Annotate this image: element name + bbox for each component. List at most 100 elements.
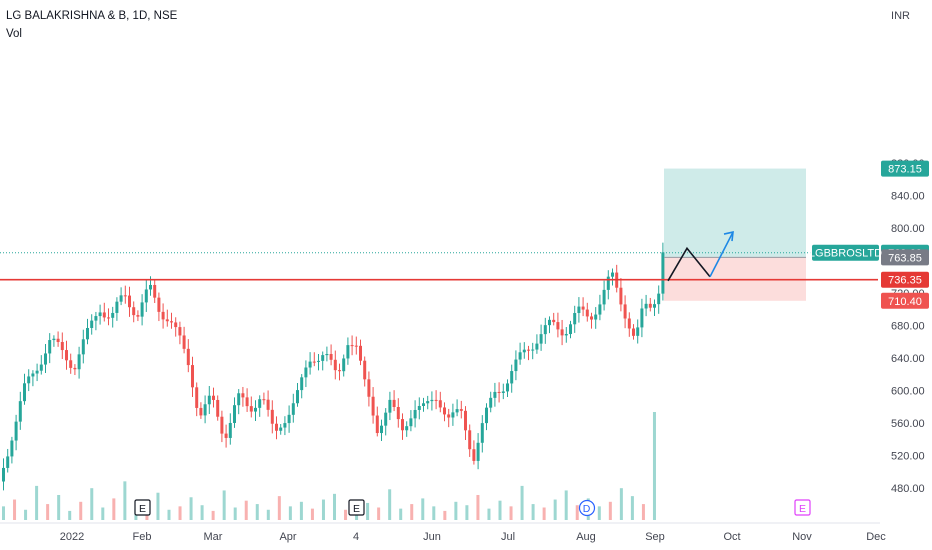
candle-body	[317, 360, 320, 362]
price-label-box	[881, 271, 929, 288]
candle-body	[140, 302, 144, 317]
candle-body	[23, 383, 26, 402]
volume-bar	[520, 485, 524, 520]
candle-body	[296, 390, 299, 404]
candle-body	[241, 393, 245, 398]
candle-body	[291, 403, 295, 415]
earnings-marker	[134, 499, 151, 516]
candle-body	[594, 314, 598, 320]
candle-body	[472, 449, 476, 461]
volume-bar	[476, 494, 480, 520]
candle-body	[304, 367, 308, 378]
volume-bar	[13, 499, 17, 520]
price-axis[interactable]: 480.00520.00560.00600.00640.00680.00720.…	[891, 158, 925, 495]
candle-body	[485, 407, 488, 424]
candle-body	[501, 391, 505, 393]
candle-body	[569, 324, 572, 335]
candle-body	[224, 433, 228, 438]
volume-bar	[619, 488, 623, 520]
candle-body	[69, 360, 73, 368]
event-marker-label: E	[139, 503, 146, 515]
candle-body	[346, 345, 350, 359]
price-label-box	[881, 292, 929, 309]
candle-body	[249, 406, 253, 412]
candle-body	[510, 371, 514, 384]
candle-body	[602, 289, 606, 305]
target-zone	[664, 168, 806, 258]
volume-bar	[542, 507, 546, 520]
candle-body	[119, 295, 123, 302]
time-axis[interactable]: 2022 Feb Mar Apr 4 Jun Jul Aug Sep Oct Nov Dec	[0, 522, 886, 543]
candle-body	[640, 308, 644, 328]
volume-bar	[321, 499, 325, 520]
candle-body	[90, 320, 94, 328]
candle-body	[506, 383, 509, 392]
candle-body	[107, 317, 110, 319]
candle-body	[144, 289, 148, 303]
time-tick-label: 2022	[60, 531, 84, 543]
volume-bar	[310, 508, 314, 520]
price-label-box	[881, 249, 929, 266]
candle-body	[56, 338, 60, 343]
candle-body	[573, 313, 577, 325]
volume-bar	[189, 497, 193, 520]
candle-body	[459, 409, 463, 411]
candle-body	[388, 399, 392, 413]
candle-body	[627, 318, 631, 329]
candle-body	[422, 403, 425, 406]
volume-indicator-label[interactable]: Vol	[6, 28, 22, 40]
time-tick-label: Nov	[792, 531, 812, 543]
candle-body	[443, 407, 446, 415]
candle-body	[632, 328, 635, 336]
candles	[2, 242, 665, 491]
candle-body	[548, 319, 551, 326]
candle-body	[52, 338, 56, 341]
candle-body	[153, 284, 157, 298]
volume-bar	[156, 492, 160, 520]
candle-body	[31, 373, 35, 377]
volume-bar	[388, 489, 392, 520]
volume-bar	[553, 499, 557, 520]
candle-body	[464, 410, 467, 431]
projection-zigzag	[667, 246, 711, 282]
candle-body	[577, 306, 581, 314]
price-tick-label: 640.00	[891, 353, 925, 365]
candle-body	[149, 284, 152, 290]
volume-bar	[399, 508, 403, 520]
candle-body	[497, 391, 501, 393]
volume-bar	[90, 488, 94, 520]
volume-bar	[2, 506, 5, 520]
volume-bar	[443, 510, 447, 520]
volume-bar	[344, 509, 348, 520]
volume-bar	[454, 501, 458, 520]
candle-body	[65, 350, 68, 361]
candle-body	[552, 319, 556, 323]
volume-bar	[233, 507, 237, 520]
volume-bar	[641, 504, 645, 520]
candle-body	[165, 319, 169, 322]
candle-body	[270, 409, 274, 424]
candle-body	[94, 316, 98, 321]
candle-body	[254, 407, 257, 412]
time-tick-label: Dec	[866, 531, 886, 543]
candle-body	[258, 399, 262, 408]
price-tick-label: 480.00	[891, 483, 925, 495]
volume-bar	[222, 490, 226, 520]
event-marker-label: E	[799, 503, 806, 515]
candle-body	[178, 327, 182, 336]
candle-body	[216, 399, 220, 417]
volume-bar	[266, 509, 270, 520]
symbol-label-text: LGBBROSLTD	[809, 248, 882, 260]
volume-bar	[288, 506, 292, 520]
volume-bar	[101, 507, 105, 520]
time-tick-label: Jul	[501, 531, 515, 543]
candle-body	[455, 409, 459, 413]
time-tick-label: Sep	[645, 531, 665, 543]
candle-body	[543, 325, 547, 335]
candle-body	[438, 400, 442, 408]
candle-body	[2, 467, 5, 482]
price-label-text: 710.40	[888, 296, 922, 308]
